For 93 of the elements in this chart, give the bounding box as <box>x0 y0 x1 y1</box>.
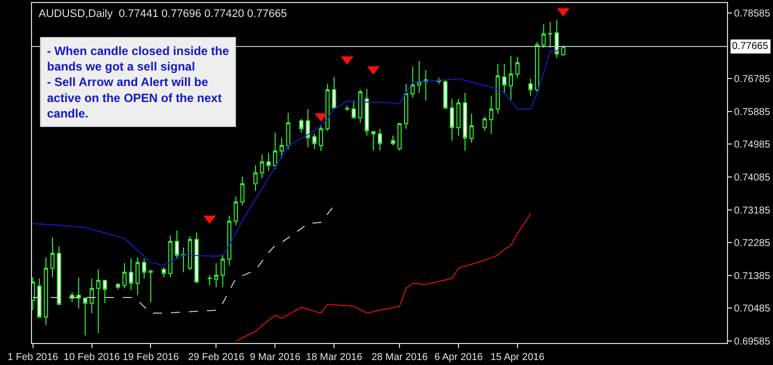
candlestick <box>227 214 232 266</box>
candlestick <box>345 105 350 112</box>
candlestick <box>116 282 120 290</box>
candlestick <box>128 258 134 291</box>
candlestick <box>188 236 192 271</box>
candlestick <box>102 280 107 304</box>
candlestick <box>436 77 441 84</box>
candlestick <box>253 165 258 192</box>
candlestick <box>299 118 304 134</box>
candlestick <box>443 79 448 110</box>
line-series <box>235 213 532 342</box>
y-tick-label: 0.71385 <box>734 270 771 282</box>
candlestick <box>142 258 146 279</box>
candlestick <box>450 98 454 142</box>
candlestick <box>378 128 382 152</box>
y-tick-label: 0.70485 <box>734 304 771 315</box>
y-tick-label: 0.76785 <box>734 74 771 86</box>
candlestick <box>220 254 225 288</box>
candlestick <box>364 88 369 136</box>
candlestick <box>352 100 356 118</box>
candlestick <box>508 55 513 100</box>
candlestick <box>234 196 238 226</box>
candlestick <box>417 60 422 94</box>
candlestick <box>56 246 62 305</box>
candlestick <box>325 83 330 132</box>
candlestick <box>148 268 153 303</box>
y-tick-label: 0.75885 <box>734 106 771 118</box>
ref-line-label: 0.77665 <box>732 41 769 52</box>
x-tick-label: 28 Mar 2016 <box>371 352 428 363</box>
x-tick-label: 19 Feb 2016 <box>122 352 180 363</box>
candlestick <box>122 262 127 289</box>
candlestick <box>240 176 244 206</box>
candlestick <box>462 92 468 152</box>
candlestick <box>456 98 461 136</box>
candlestick <box>469 113 474 144</box>
x-tick-label: 18 Mar 2016 <box>306 352 363 363</box>
y-tick-label: 0.74085 <box>734 172 771 184</box>
candlestick <box>312 133 317 150</box>
candlestick <box>214 262 218 288</box>
candlestick <box>194 232 199 283</box>
y-tick-label: 0.73185 <box>734 205 771 216</box>
x-tick-label: 6 Apr 2016 <box>434 352 484 363</box>
candlestick <box>266 152 271 172</box>
candlestick <box>44 256 48 326</box>
x-tick-label: 10 Feb 2016 <box>64 352 120 363</box>
y-tick-label: 0.69585 <box>734 336 771 348</box>
candlestick <box>76 276 81 309</box>
candlestick <box>260 154 264 179</box>
line-series <box>32 46 564 266</box>
candlestick <box>515 56 520 78</box>
x-tick-label: 29 Feb 2016 <box>188 352 245 363</box>
x-tick-label: 9 Mar 2016 <box>250 352 301 363</box>
candlestick <box>50 236 55 278</box>
annotation: - Sell Arrow and Alert will be active on the OPEN of the next candle. <box>47 75 222 120</box>
candlestick <box>482 116 487 132</box>
annotation: - When candle closed inside the bands we got a sell signal <box>47 44 230 74</box>
candlestick <box>496 63 500 114</box>
candlestick <box>174 230 179 259</box>
y-tick-label: 0.72285 <box>734 238 771 250</box>
y-tick-label: 0.78585 <box>734 8 771 20</box>
candlestick <box>410 66 415 98</box>
candlestick <box>162 266 166 278</box>
candlestick <box>136 256 140 296</box>
chart-title: AUDUSD,Daily 0.77441 0.77696 0.77420 0.77665 <box>38 8 287 20</box>
candlestick <box>371 131 376 152</box>
candlestick <box>280 137 284 159</box>
candlestick <box>534 41 540 92</box>
candlestick <box>554 20 559 59</box>
candlestick <box>397 122 402 152</box>
candlestick <box>83 298 88 336</box>
candlestick <box>489 95 494 134</box>
candlestick <box>332 76 336 110</box>
candlestick <box>548 21 552 48</box>
line-series <box>32 205 335 314</box>
candlestick <box>37 278 42 318</box>
x-tick-label: 15 Apr 2016 <box>490 352 545 363</box>
candlestick <box>208 274 212 286</box>
candlestick <box>528 78 533 96</box>
y-tick-label: 0.74985 <box>734 140 771 151</box>
candlestick <box>168 235 172 278</box>
candlestick <box>90 278 94 314</box>
candlestick <box>181 247 186 273</box>
candlestick <box>273 132 278 170</box>
candlestick <box>404 83 408 130</box>
candlestick <box>96 268 100 334</box>
candlestick <box>358 89 362 124</box>
candlestick <box>318 125 324 152</box>
candlestick <box>390 135 396 146</box>
candlestick <box>286 112 290 150</box>
candlestick <box>306 108 310 148</box>
candlestick <box>542 24 546 48</box>
candlestick <box>502 63 506 94</box>
x-tick-label: 1 Feb 2016 <box>8 352 59 363</box>
